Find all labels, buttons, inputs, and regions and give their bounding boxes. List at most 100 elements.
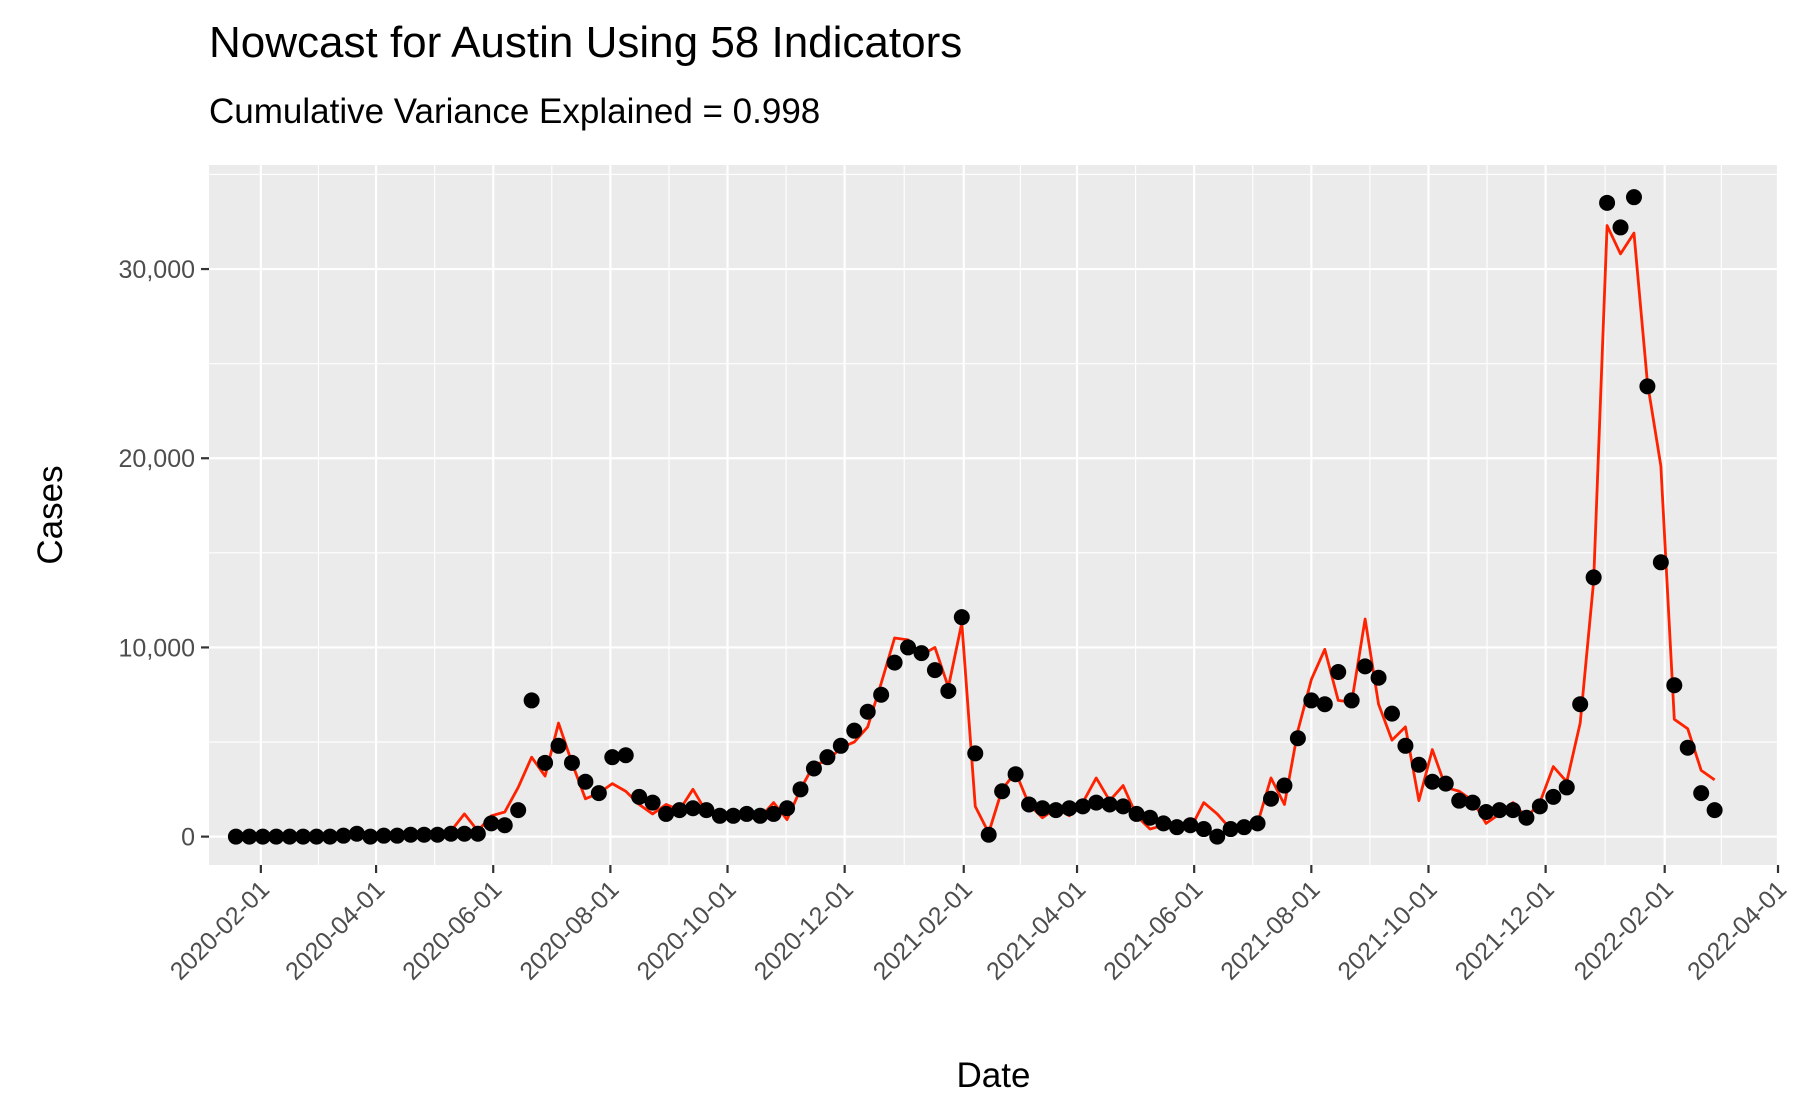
- observed-point: [1047, 802, 1064, 819]
- observed-point: [563, 754, 580, 771]
- x-axis-title: Date: [957, 1056, 1031, 1095]
- chart-title: Nowcast for Austin Using 58 Indicators: [209, 18, 963, 67]
- x-tick-label: 2020-02-01: [165, 875, 275, 985]
- observed-point: [1504, 802, 1521, 819]
- observed-point: [1451, 792, 1468, 809]
- observed-point: [402, 826, 419, 843]
- minor-gridlines: [209, 165, 1778, 865]
- observed-point: [926, 662, 943, 679]
- observed-point: [725, 807, 742, 824]
- observed-point: [1558, 779, 1575, 796]
- observed-point: [671, 802, 688, 819]
- observed-point: [859, 703, 876, 720]
- observed-point: [1088, 794, 1105, 811]
- observed-point: [281, 828, 298, 845]
- x-tick-label: 2021-06-01: [1098, 875, 1208, 985]
- x-tick-label: 2021-04-01: [981, 875, 1091, 985]
- observed-point: [254, 828, 271, 845]
- observed-point: [1612, 219, 1629, 236]
- observed-point: [886, 654, 903, 671]
- observed-point: [698, 802, 715, 819]
- observed-point: [1182, 817, 1199, 834]
- observed-point: [1424, 773, 1441, 790]
- y-tick-label: 20,000: [119, 445, 195, 473]
- observed-point: [1625, 189, 1642, 206]
- observed-point: [631, 788, 648, 805]
- series-layer: [227, 189, 1723, 845]
- observed-point: [1679, 739, 1696, 756]
- y-tick-label: 10,000: [119, 634, 195, 662]
- observed-point: [805, 760, 822, 777]
- observed-point: [1330, 664, 1347, 681]
- observed-point: [1289, 730, 1306, 747]
- observed-point: [268, 828, 285, 845]
- observed-point: [1599, 194, 1616, 211]
- observed-point: [510, 802, 527, 819]
- observed-point: [711, 807, 728, 824]
- chart-subtitle: Cumulative Variance Explained = 0.998: [209, 92, 821, 131]
- observed-point: [1666, 677, 1683, 694]
- observed-point: [1142, 809, 1159, 826]
- x-tick-label: 2021-02-01: [868, 875, 978, 985]
- observed-point: [1478, 804, 1495, 821]
- observed-point: [913, 645, 930, 662]
- observed-point: [779, 800, 796, 817]
- x-tick-label: 2021-12-01: [1450, 875, 1560, 985]
- x-tick-label: 2020-10-01: [632, 875, 742, 985]
- x-tick-label: 2020-04-01: [280, 875, 390, 985]
- observed-point: [644, 794, 661, 811]
- observed-point: [1209, 828, 1226, 845]
- observed-point: [873, 686, 890, 703]
- x-tick-label: 2020-06-01: [397, 875, 507, 985]
- observed-point: [967, 745, 984, 762]
- observed-point: [1276, 777, 1293, 794]
- observed-point: [1585, 569, 1602, 586]
- observed-point: [604, 749, 621, 766]
- observed-point: [900, 639, 917, 656]
- x-tick-label: 2022-04-01: [1682, 875, 1792, 985]
- observed-point: [483, 815, 500, 832]
- observed-point: [1410, 756, 1427, 773]
- observed-point: [375, 827, 392, 844]
- observed-point: [752, 807, 769, 824]
- observed-point: [1706, 802, 1723, 819]
- observed-point: [765, 805, 782, 822]
- observed-point: [456, 825, 473, 842]
- observed-point: [1545, 788, 1562, 805]
- y-tick-label: 0: [181, 824, 195, 852]
- observed-point: [1370, 669, 1387, 686]
- observed-point: [577, 773, 594, 790]
- observed-point: [940, 682, 957, 699]
- observed-point: [321, 828, 338, 845]
- y-tick-label: 30,000: [119, 256, 195, 284]
- observed-point: [1155, 815, 1172, 832]
- observed-point: [429, 826, 446, 843]
- observed-point: [617, 747, 634, 764]
- observed-point: [1518, 809, 1535, 826]
- observed-point: [1034, 800, 1051, 817]
- observed-point: [416, 826, 433, 843]
- observed-point: [1101, 796, 1118, 813]
- observed-point: [980, 826, 997, 843]
- observed-point: [590, 785, 607, 802]
- observed-point: [1343, 692, 1360, 709]
- observed-point: [1652, 554, 1669, 571]
- major-gridlines: [209, 165, 1780, 865]
- observed-point: [1316, 696, 1333, 713]
- observed-point: [496, 817, 513, 834]
- observed-point: [792, 781, 809, 798]
- observed-point: [1168, 819, 1185, 836]
- observed-point: [1249, 815, 1266, 832]
- observed-point: [1464, 794, 1481, 811]
- observed-point: [335, 827, 352, 844]
- observed-point: [1115, 798, 1132, 815]
- observed-point: [1222, 821, 1239, 838]
- observed-point: [523, 692, 540, 709]
- observed-point: [1263, 790, 1279, 807]
- observed-point: [684, 800, 701, 817]
- observed-point: [846, 722, 863, 739]
- plot-panel: [209, 165, 1778, 865]
- observed-point: [994, 783, 1011, 800]
- observed-point: [1128, 805, 1145, 822]
